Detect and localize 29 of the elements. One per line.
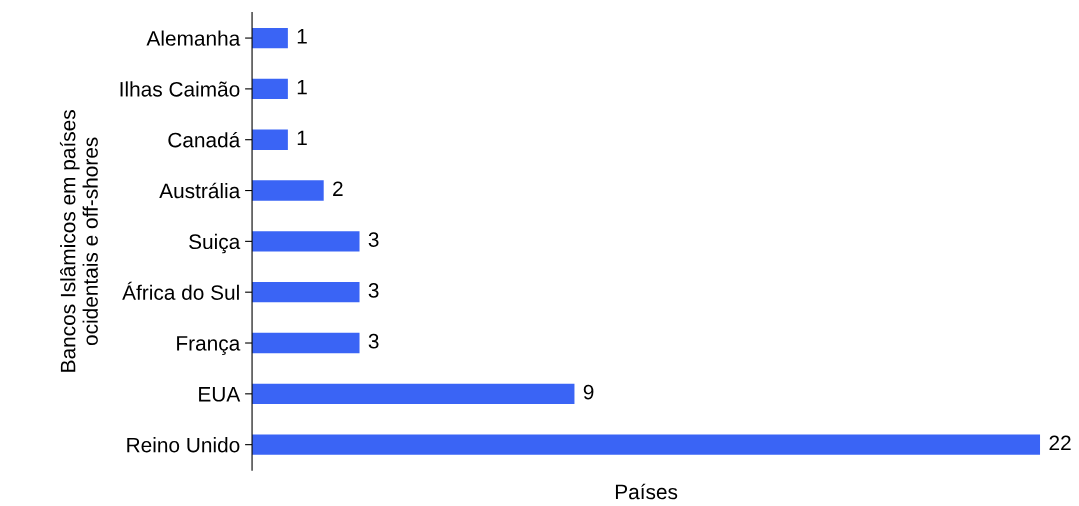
x-axis-title: Países: [615, 483, 678, 500]
y-tick-label: Reino Unido: [127, 437, 240, 453]
bar: [252, 434, 1041, 455]
bar: [252, 27, 288, 49]
y-tick-label: França: [177, 336, 241, 355]
y-tick-label: EUA: [199, 387, 241, 402]
bar: [252, 282, 360, 303]
y-tick-label: Alemanha: [146, 30, 241, 46]
bar: [252, 180, 324, 201]
y-tick-label: Austrália: [159, 182, 241, 199]
y-tick-label: Canadá: [168, 131, 241, 148]
data-label: 9: [583, 384, 594, 400]
bar: [252, 332, 360, 354]
y-tick-label: Suiça: [189, 233, 241, 254]
bar: [252, 383, 575, 404]
data-label: 1: [297, 29, 307, 44]
data-label: 1: [297, 130, 307, 146]
bar: [252, 129, 288, 150]
y-tick-label: África do Sul: [122, 281, 239, 300]
data-label: 3: [368, 283, 379, 298]
data-label: 22: [1049, 435, 1071, 451]
y-axis-title: Bancos Islâmicos em países ocidentais e off-shores: [59, 110, 98, 372]
data-label: 3: [368, 333, 379, 349]
data-label: 2: [333, 181, 343, 196]
bar: [252, 78, 288, 100]
bar: [252, 231, 360, 252]
data-label: 1: [297, 79, 307, 95]
data-label: 3: [368, 232, 379, 247]
y-tick-label: Ilhas Caimão: [120, 81, 240, 97]
